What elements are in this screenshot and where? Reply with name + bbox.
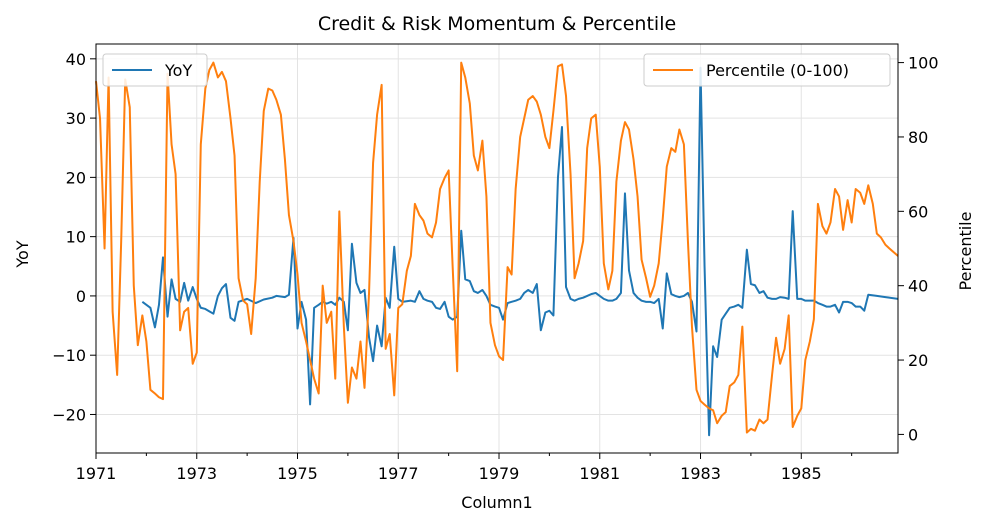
y-left-tick-label: 20 [66, 168, 86, 187]
series-line-yoy [141, 66, 899, 437]
legend-right: Percentile (0-100) [643, 53, 891, 87]
x-tick-label: 1985 [781, 464, 822, 483]
x-tick-label: 1979 [479, 464, 520, 483]
y-left-tick-label: 30 [66, 109, 86, 128]
x-axis: 1971 1973 1975 1977 1979 1981 1983 1985 [76, 453, 853, 483]
y-left-tick-label: 40 [66, 50, 86, 69]
legend-left: YoY [102, 53, 208, 87]
x-tick-label: 1971 [76, 464, 117, 483]
y-left-tick-label: −10 [52, 346, 86, 365]
legend-box [643, 53, 891, 87]
legend-label: Percentile (0-100) [706, 61, 849, 80]
chart-title: Credit & Risk Momentum & Percentile [318, 13, 676, 35]
y-right-tick-label: 20 [908, 351, 928, 370]
legend-label: YoY [164, 61, 192, 80]
y-right-tick-label: 40 [908, 277, 928, 296]
y-axis-left: −20 −10 0 10 20 30 40 [52, 50, 96, 424]
plot-frame [95, 43, 899, 454]
y-axis-left-label: YoY [13, 240, 32, 268]
x-axis-label: Column1 [461, 493, 532, 512]
y-axis-right-label: Percentile [956, 212, 975, 291]
series-line-percentile [95, 61, 899, 434]
x-tick-label: 1983 [680, 464, 721, 483]
y-left-tick-label: −20 [52, 405, 86, 424]
x-tick-label: 1981 [579, 464, 620, 483]
x-tick-label: 1977 [378, 464, 419, 483]
y-left-tick-label: 0 [76, 287, 86, 306]
legend-box [102, 53, 208, 87]
x-tick-label: 1973 [176, 464, 217, 483]
y-right-tick-label: 60 [908, 202, 928, 221]
x-tick-label: 1975 [277, 464, 318, 483]
y-left-tick-label: 10 [66, 228, 86, 247]
y-right-tick-label: 80 [908, 128, 928, 147]
y-right-tick-label: 0 [908, 425, 918, 444]
y-axis-right: 0 20 40 60 80 100 [898, 54, 939, 444]
series-layer [95, 61, 899, 437]
y-right-tick-label: 100 [908, 54, 939, 73]
grid-lines [95, 44, 898, 453]
